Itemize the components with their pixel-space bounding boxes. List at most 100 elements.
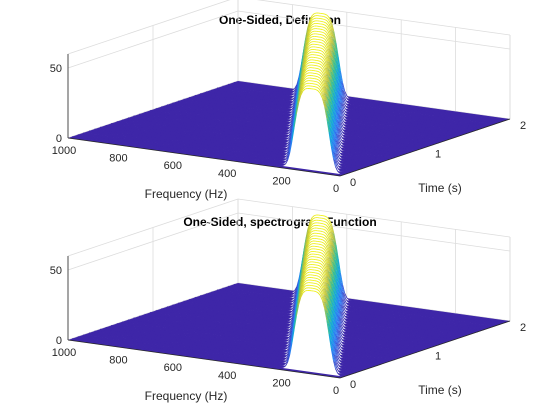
slice-line xyxy=(335,42,339,57)
slice-line xyxy=(329,243,333,253)
slice-line xyxy=(340,145,344,148)
frequency-axis-label: Frequency (Hz) xyxy=(145,187,228,201)
slice-line xyxy=(320,42,323,44)
slice-line xyxy=(344,299,348,304)
slice-line xyxy=(343,90,347,98)
slice-line xyxy=(329,101,333,116)
slice-line xyxy=(331,74,335,89)
slice-line xyxy=(339,78,343,90)
slice-line xyxy=(326,20,330,25)
slice-line xyxy=(312,25,315,28)
slice-line xyxy=(346,126,349,128)
slice-line xyxy=(338,163,342,167)
slice-line xyxy=(345,319,349,322)
slice-line xyxy=(338,284,342,298)
slice-line xyxy=(343,292,347,300)
slice-line xyxy=(344,316,348,319)
slice-line xyxy=(312,217,316,220)
slice-line xyxy=(286,132,290,135)
slice-line xyxy=(326,15,330,19)
slice-line xyxy=(319,52,323,55)
slice-line xyxy=(330,86,334,101)
slice-line xyxy=(323,92,327,102)
slice-line xyxy=(325,43,329,49)
slice-line xyxy=(337,292,342,305)
slice-line xyxy=(330,237,334,248)
slice-line xyxy=(326,31,330,37)
slice-line xyxy=(336,160,340,165)
slice-line xyxy=(302,77,306,83)
slice-line xyxy=(323,223,326,226)
slice-line xyxy=(289,109,292,112)
slice-line xyxy=(339,280,343,292)
slice-line xyxy=(324,29,327,33)
slice-line xyxy=(333,38,337,51)
slice-line xyxy=(323,67,327,74)
slice-line xyxy=(324,50,328,55)
slice-line xyxy=(320,76,324,81)
slice-line xyxy=(285,140,288,143)
slice-line xyxy=(285,145,288,148)
slice-line xyxy=(330,251,334,262)
slice-line xyxy=(333,256,337,271)
slice-line xyxy=(300,86,304,92)
slice-line xyxy=(322,23,325,26)
slice-line xyxy=(319,63,322,66)
slice-line xyxy=(336,68,340,83)
slice-line xyxy=(340,87,344,98)
slice-line xyxy=(340,161,343,164)
slice-line xyxy=(345,128,348,131)
slice-line xyxy=(344,97,348,102)
slice-line xyxy=(327,24,331,30)
slice-line xyxy=(333,111,337,125)
slice-line xyxy=(337,105,341,116)
box-edge xyxy=(237,198,511,238)
slice-line xyxy=(288,114,292,117)
slice-line xyxy=(306,234,310,242)
slice-line xyxy=(324,221,328,224)
slice-line xyxy=(302,63,306,71)
slice-line xyxy=(325,79,329,90)
slice-line xyxy=(291,102,295,106)
slice-line xyxy=(339,272,344,285)
slice-line xyxy=(337,273,341,288)
slice-line xyxy=(346,131,349,134)
slice-line xyxy=(309,36,313,39)
slice-line xyxy=(329,219,333,226)
slice-line xyxy=(324,93,328,104)
slice-line xyxy=(320,61,324,64)
slice-line xyxy=(326,110,330,125)
slice-line xyxy=(345,96,349,101)
slice-line xyxy=(342,284,346,294)
slice-line xyxy=(341,128,345,132)
slice-line xyxy=(337,56,341,71)
slice-line xyxy=(330,49,334,60)
slice-line xyxy=(331,245,335,257)
slice-line xyxy=(318,74,322,77)
slice-line xyxy=(323,56,327,62)
frequency-tick-label: 200 xyxy=(272,175,290,187)
slice-line xyxy=(348,299,352,302)
slice-line xyxy=(336,87,340,101)
slice-line xyxy=(328,29,332,37)
slice-line xyxy=(329,41,333,51)
waterfall-slices xyxy=(72,214,506,378)
slice-line xyxy=(343,147,346,149)
slice-line xyxy=(341,139,344,143)
slice-line xyxy=(321,228,324,230)
slice-line xyxy=(348,113,351,116)
slice-line xyxy=(340,297,344,306)
slice-line xyxy=(342,311,346,317)
slice-line xyxy=(325,37,329,43)
slice-line xyxy=(335,117,339,129)
slice-line xyxy=(328,231,332,239)
slice-line xyxy=(308,236,312,240)
slice-line xyxy=(329,116,333,132)
slice-line xyxy=(317,57,320,59)
slice-line xyxy=(321,80,325,87)
slice-line xyxy=(334,80,338,95)
slice-line xyxy=(334,122,338,134)
slice-line xyxy=(343,311,347,316)
slice-line xyxy=(322,69,326,74)
